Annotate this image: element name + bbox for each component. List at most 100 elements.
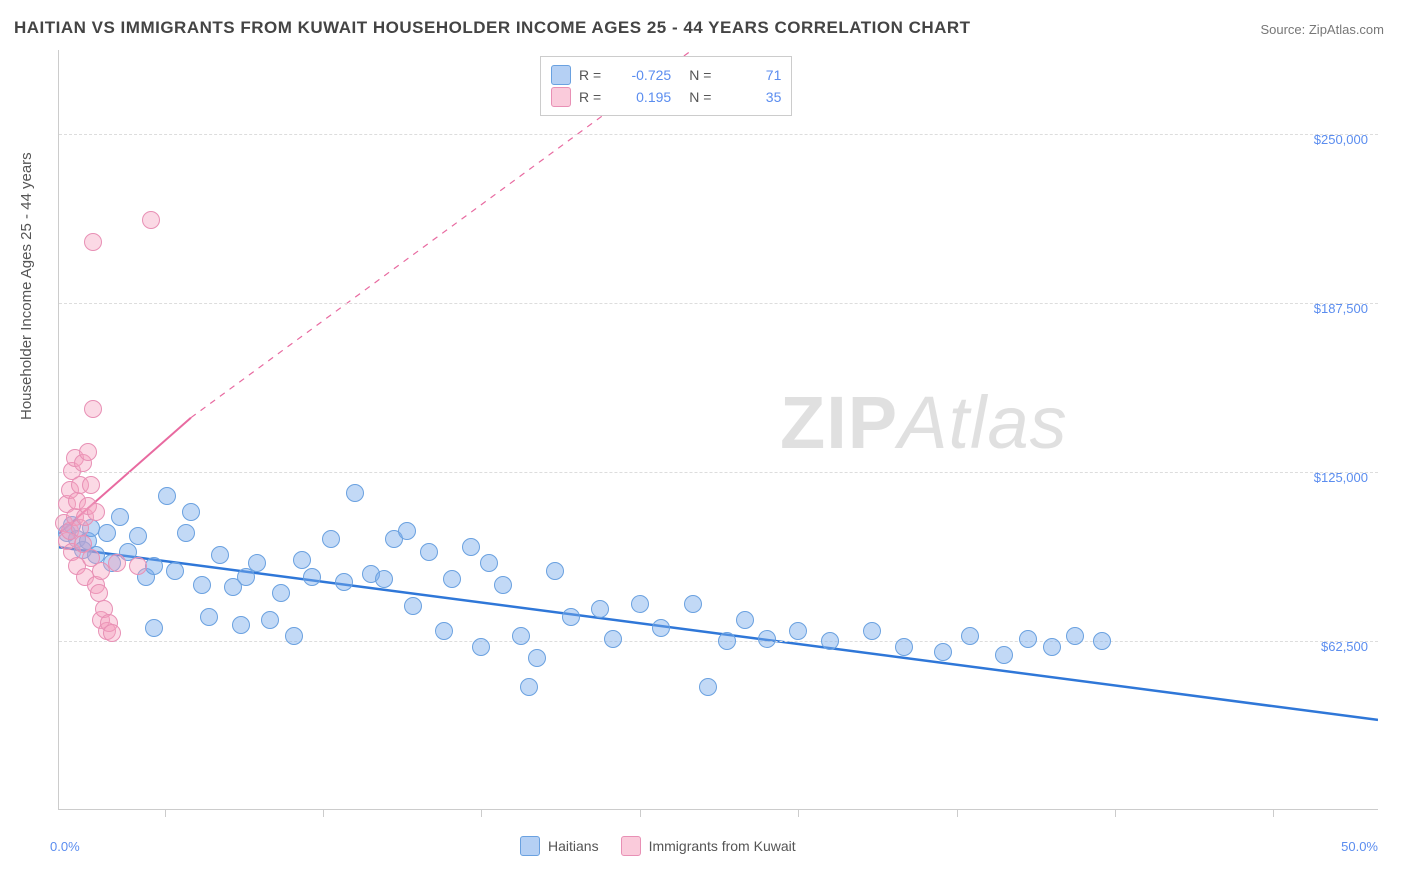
data-point [758,630,776,648]
data-point [285,627,303,645]
data-point [84,233,102,251]
x-axis-start-label: 0.0% [50,839,80,854]
trendlines-svg [59,50,1378,809]
data-point [375,570,393,588]
y-tick-label: $125,000 [1288,470,1368,485]
data-point [98,524,116,542]
data-point [177,524,195,542]
data-point [462,538,480,556]
data-point [591,600,609,618]
data-point [145,557,163,575]
legend-swatch [551,65,571,85]
gridline [59,134,1378,135]
y-axis-title: Householder Income Ages 25 - 44 years [18,152,35,420]
data-point [546,562,564,580]
data-point [200,608,218,626]
data-point [232,616,250,634]
data-point [322,530,340,548]
data-point [995,646,1013,664]
gridline [59,303,1378,304]
data-point [699,678,717,696]
x-tick [957,809,958,817]
data-point [82,476,100,494]
data-point [398,522,416,540]
data-point [346,484,364,502]
data-point [158,487,176,505]
data-point [631,595,649,613]
data-point [145,619,163,637]
data-point [211,546,229,564]
gridline [59,472,1378,473]
data-point [84,400,102,418]
n-value: 71 [719,67,781,83]
legend-label: Immigrants from Kuwait [649,838,796,854]
x-tick [323,809,324,817]
data-point [335,573,353,591]
data-point [111,508,129,526]
data-point [293,551,311,569]
data-point [684,595,702,613]
n-value: 35 [719,89,781,105]
data-point [1066,627,1084,645]
y-tick-label: $187,500 [1288,301,1368,316]
n-label: N = [689,89,711,105]
data-point [604,630,622,648]
x-tick [640,809,641,817]
legend-label: Haitians [548,838,599,854]
data-point [789,622,807,640]
data-point [1093,632,1111,650]
data-point [129,557,147,575]
data-point [261,611,279,629]
data-point [303,568,321,586]
data-point [129,527,147,545]
data-point [79,443,97,461]
data-point [435,622,453,640]
r-label: R = [579,89,601,105]
r-value: -0.725 [609,67,671,83]
data-point [863,622,881,640]
legend-item: Immigrants from Kuwait [621,836,796,856]
plot-area [58,50,1378,810]
x-tick [1273,809,1274,817]
legend-row: R =-0.725N =71 [551,65,781,85]
data-point [821,632,839,650]
data-point [961,627,979,645]
n-label: N = [689,67,711,83]
chart-title: HAITIAN VS IMMIGRANTS FROM KUWAIT HOUSEH… [14,18,971,38]
data-point [1019,630,1037,648]
x-tick [1115,809,1116,817]
source-value: ZipAtlas.com [1309,22,1384,37]
correlation-legend: R =-0.725N =71R =0.195N =35 [540,56,792,116]
data-point [520,678,538,696]
data-point [472,638,490,656]
data-point [87,503,105,521]
legend-item: Haitians [520,836,599,856]
series-legend: Haitians Immigrants from Kuwait [520,836,796,856]
data-point [512,627,530,645]
data-point [103,624,121,642]
source-label: Source: [1260,22,1308,37]
data-point [562,608,580,626]
data-point [736,611,754,629]
legend-swatch [520,836,540,856]
x-tick [165,809,166,817]
data-point [480,554,498,572]
data-point [443,570,461,588]
data-point [420,543,438,561]
legend-swatch [551,87,571,107]
data-point [142,211,160,229]
data-point [272,584,290,602]
r-value: 0.195 [609,89,671,105]
data-point [895,638,913,656]
data-point [934,643,952,661]
data-point [166,562,184,580]
data-point [248,554,266,572]
data-point [404,597,422,615]
x-tick [481,809,482,817]
legend-swatch [621,836,641,856]
data-point [494,576,512,594]
data-point [1043,638,1061,656]
data-point [528,649,546,667]
source-attribution: Source: ZipAtlas.com [1260,22,1384,37]
y-tick-label: $62,500 [1288,639,1368,654]
